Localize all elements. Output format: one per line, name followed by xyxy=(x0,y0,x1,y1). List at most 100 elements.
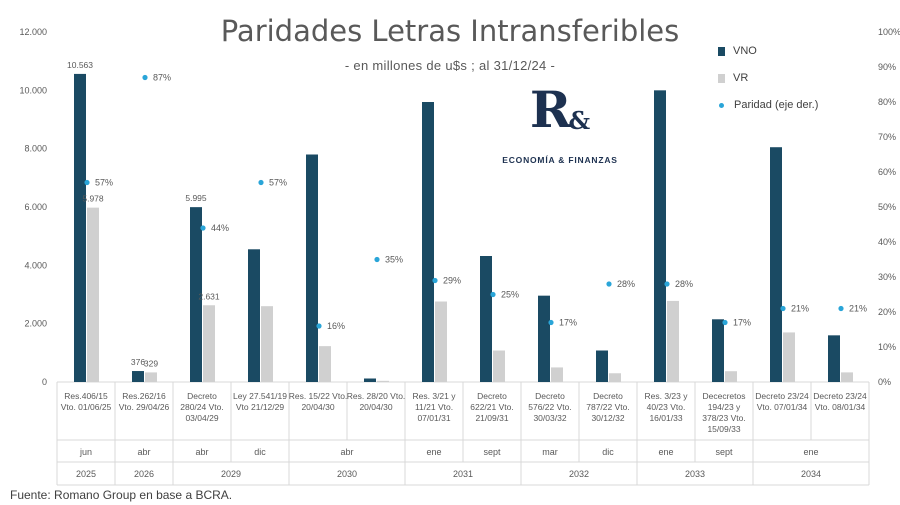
category-label: 15/09/33 xyxy=(707,424,740,434)
bar-vr xyxy=(261,306,273,382)
paridad-point xyxy=(142,74,148,81)
category-label: Vto. 29/04/26 xyxy=(119,402,170,412)
paridad-point xyxy=(432,277,438,284)
category-label: Res. 3/23 y xyxy=(645,391,689,401)
category-label: 622/21 Vto. xyxy=(470,402,513,412)
category-label: Decreto 23/24 xyxy=(755,391,809,401)
month-label: dic xyxy=(602,447,614,457)
legend: VNO VR Paridad (eje der.) xyxy=(718,44,818,125)
bar-vr-data-label: 5.978 xyxy=(82,194,104,204)
paridad-data-label: 21% xyxy=(849,304,867,314)
legend-item-vr: VR xyxy=(718,71,818,85)
legend-item-paridad: Paridad (eje der.) xyxy=(718,98,818,112)
bar-vr xyxy=(609,373,621,382)
chart-title: Paridades Letras Intransferibles xyxy=(220,14,680,48)
y-left-tick-label: 8.000 xyxy=(24,144,47,154)
category-label: 40/23 Vto. xyxy=(647,402,686,412)
y-right-tick-label: 20% xyxy=(878,307,896,317)
logo-text: ECONOMÍA & FINANZAS xyxy=(502,155,618,165)
y-right-tick-label: 70% xyxy=(878,132,896,142)
chart-subtitle: - en millones de u$s ; al 31/12/24 - xyxy=(344,58,556,73)
y-left-tick-label: 12.000 xyxy=(19,27,47,37)
category-label: 07/01/31 xyxy=(417,413,450,423)
category-label: 20/04/30 xyxy=(301,402,334,412)
legend-item-vno: VNO xyxy=(718,44,818,58)
paridad-data-label: 16% xyxy=(327,321,345,331)
paridad-point xyxy=(838,305,844,312)
paridad-point xyxy=(84,179,90,186)
logo-letter: R xyxy=(529,80,572,139)
bar-vr xyxy=(667,300,679,382)
paridad-point xyxy=(374,256,380,263)
bar-vno xyxy=(538,295,550,382)
bar-vr xyxy=(783,332,795,382)
category-label: Res. 15/22 Vto. xyxy=(289,391,348,401)
month-label: ene xyxy=(658,447,673,457)
y-right-tick-label: 60% xyxy=(878,167,896,177)
bar-vno xyxy=(364,378,376,382)
y-left-tick-label: 10.000 xyxy=(19,85,47,95)
paridad-data-label: 57% xyxy=(269,178,287,188)
bar-vr xyxy=(319,346,331,382)
paridad-point xyxy=(722,319,728,326)
category-label: Res.262/16 xyxy=(122,391,166,401)
category-label: 280/24 Vto. xyxy=(180,402,223,412)
logo-mark: R& xyxy=(500,82,620,149)
year-label: 2032 xyxy=(569,469,589,479)
paridad-point xyxy=(490,291,496,298)
category-label: Res.406/15 xyxy=(64,391,108,401)
bar-vr-data-label: 329 xyxy=(144,358,158,368)
bar-vr xyxy=(725,371,737,382)
legend-label-vr: VR xyxy=(733,72,749,84)
paridad-point xyxy=(258,179,264,186)
category-label: Decreto xyxy=(477,391,507,401)
month-label: sept xyxy=(715,447,733,457)
paridad-data-label: 21% xyxy=(791,304,809,314)
category-label: Vto. 07/01/34 xyxy=(757,402,808,412)
category-label: Vto. 01/06/25 xyxy=(61,402,112,412)
month-label: sept xyxy=(483,447,501,457)
bar-vr xyxy=(145,372,157,382)
month-label: abr xyxy=(137,447,150,457)
category-label: Vto. 08/01/34 xyxy=(815,402,866,412)
bar-vno xyxy=(248,249,260,382)
month-label: ene xyxy=(803,447,818,457)
paridad-data-label: 44% xyxy=(211,223,229,233)
y-right-tick-label: 30% xyxy=(878,272,896,282)
category-label: Vto 21/12/29 xyxy=(236,402,284,412)
y-right-tick-label: 80% xyxy=(878,97,896,107)
bar-vno xyxy=(190,207,202,382)
bar-vno-data-label: 5.995 xyxy=(185,193,207,203)
y-right-tick-label: 0% xyxy=(878,377,891,387)
y-right-tick-label: 40% xyxy=(878,237,896,247)
paridad-data-label: 28% xyxy=(617,279,635,289)
category-label: Decreto xyxy=(187,391,217,401)
bar-vr xyxy=(203,305,215,382)
bar-vno xyxy=(596,350,608,382)
paridad-point xyxy=(548,319,554,326)
month-label: ene xyxy=(426,447,441,457)
category-label: 20/04/30 xyxy=(359,402,392,412)
legend-swatch-vno xyxy=(718,46,725,56)
year-label: 2029 xyxy=(221,469,241,479)
paridad-point xyxy=(200,225,206,231)
paridad-data-label: 29% xyxy=(443,276,461,286)
paridad-point xyxy=(606,281,612,287)
category-label: Dececretos xyxy=(703,391,746,401)
bar-vno xyxy=(74,73,86,382)
brand-logo: R& ECONOMÍA & FINANZAS xyxy=(500,82,620,166)
bar-vr xyxy=(551,367,563,382)
bar-vno xyxy=(654,90,666,382)
bar-vr xyxy=(377,380,389,382)
y-left-tick-label: 0 xyxy=(42,377,47,387)
category-label: Decreto 23/24 xyxy=(813,391,867,401)
y-right-tick-label: 50% xyxy=(878,202,896,212)
legend-swatch-vr xyxy=(718,73,725,83)
paridad-data-label: 25% xyxy=(501,290,519,300)
category-label: Ley 27.541/19 xyxy=(233,391,287,401)
category-label: 378/23 Vto. xyxy=(702,413,745,423)
paridad-data-label: 17% xyxy=(733,318,751,328)
source-note: Fuente: Romano Group en base a BCRA. xyxy=(10,488,233,502)
category-label: 03/04/29 xyxy=(185,413,218,423)
